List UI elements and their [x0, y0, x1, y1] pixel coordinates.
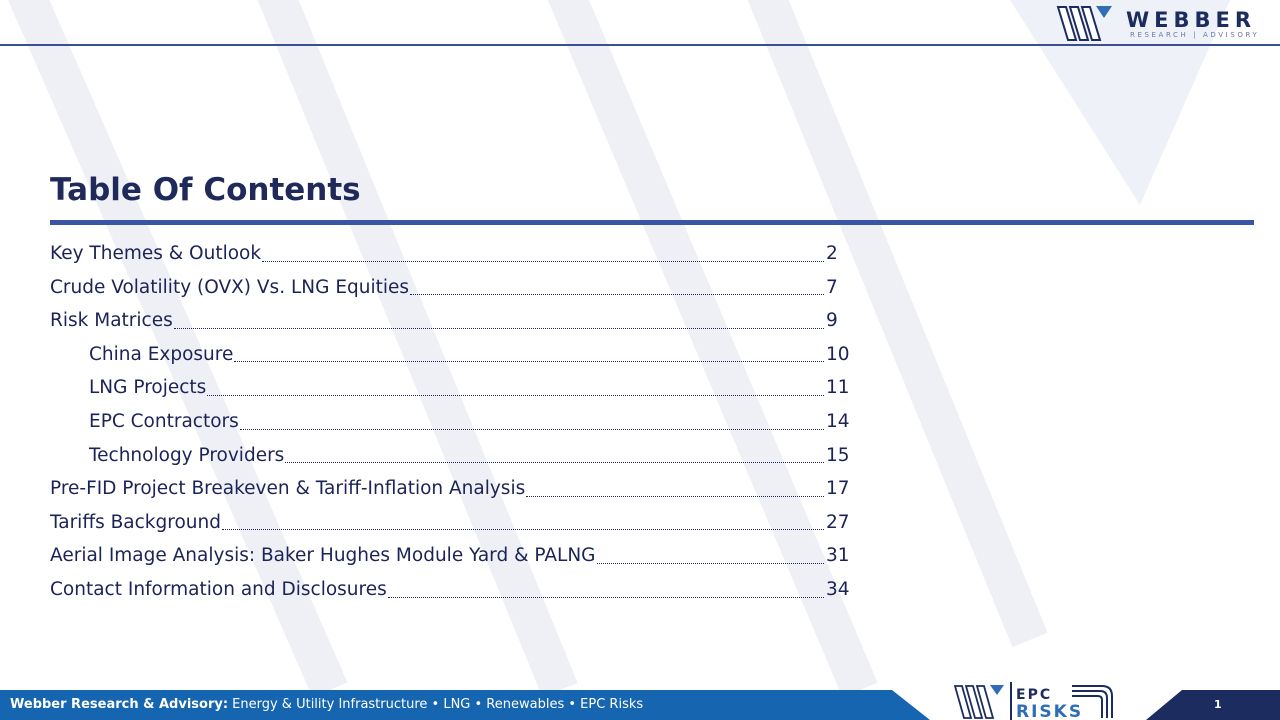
toc-leader [526, 495, 824, 497]
toc-leader [207, 394, 824, 396]
title-rule [50, 220, 1254, 225]
toc-entry-label: Aerial Image Analysis: Baker Hughes Modu… [50, 545, 596, 567]
toc-entry-page: 27 [826, 511, 850, 533]
toc-entry-page: 14 [826, 411, 850, 433]
epc-logo-bottom: RISKS [1016, 702, 1083, 720]
toc-entry-page: 15 [826, 444, 850, 466]
toc-entry-page: 9 [826, 310, 838, 332]
toc-entry[interactable]: Key Themes & Outlook 2 [50, 236, 850, 270]
epc-logo-top: EPC [1016, 687, 1052, 703]
page-number: 1 [1214, 698, 1222, 711]
footer-background [0, 690, 1280, 720]
toc-leader [234, 361, 824, 363]
logo-subtitle: RESEARCH | ADVISORY [1130, 31, 1260, 39]
toc-subentry[interactable]: Technology Providers 15 [50, 438, 850, 472]
webber-w-icon [1056, 6, 1112, 41]
toc-entry-label: China Exposure [89, 343, 234, 365]
toc-entry-label: Contact Information and Disclosures [50, 579, 387, 601]
footer-tagline-text: Energy & Utility Infrastructure • LNG • … [228, 697, 644, 712]
toc-entry[interactable]: Risk Matrices 9 [50, 303, 850, 337]
toc-leader [173, 327, 824, 329]
footer-brand: Webber Research & Advisory: [10, 697, 229, 712]
toc-subentry[interactable]: LNG Projects 11 [50, 370, 850, 404]
toc-entry-page: 34 [826, 579, 850, 601]
toc-entry-label: LNG Projects [89, 377, 207, 399]
toc-entry-page: 2 [826, 243, 838, 265]
toc-entry-page: 11 [826, 377, 850, 399]
toc-leader [285, 462, 824, 464]
toc-entry-label: Risk Matrices [50, 310, 173, 332]
toc-entry-page: 31 [826, 545, 850, 567]
webber-w-icon [953, 685, 1004, 719]
toc-entry[interactable]: Aerial Image Analysis: Baker Hughes Modu… [50, 538, 850, 572]
toc-subentry[interactable]: EPC Contractors 14 [50, 404, 850, 438]
footer-bar: Webber Research & Advisory: Energy & Uti… [0, 682, 1280, 720]
footer-tagline: Webber Research & Advisory: Energy & Uti… [10, 697, 643, 712]
epc-lines-icon [1072, 685, 1113, 718]
toc-entry-page: 10 [826, 343, 850, 365]
toc-entry[interactable]: Pre-FID Project Breakeven & Tariff-Infla… [50, 471, 850, 505]
toc-leader [221, 529, 824, 531]
toc-entry[interactable]: Tariffs Background 27 [50, 505, 850, 539]
epc-risks-logo: EPC RISKS [953, 682, 1113, 720]
toc-leader [596, 562, 824, 564]
toc-entry-page: 17 [826, 478, 850, 500]
toc-entry[interactable]: Contact Information and Disclosures 34 [50, 572, 850, 606]
toc-leader [387, 596, 824, 598]
webber-logo: WEBBER RESEARCH | ADVISORY [1054, 4, 1274, 44]
toc-list: Key Themes & Outlook 2 Crude Volatility … [50, 236, 850, 606]
toc-subentry[interactable]: China Exposure 10 [50, 337, 850, 371]
toc-entry-label: Technology Providers [89, 444, 285, 466]
toc-entry[interactable]: Crude Volatility (OVX) Vs. LNG Equities … [50, 270, 850, 304]
toc-leader [262, 260, 824, 262]
header-rule [0, 44, 1280, 46]
logo-wordmark: WEBBER [1126, 8, 1257, 32]
toc-entry-label: Tariffs Background [50, 511, 221, 533]
toc-entry-page: 7 [826, 276, 838, 298]
toc-entry-label: Pre-FID Project Breakeven & Tariff-Infla… [50, 478, 526, 500]
toc-entry-label: EPC Contractors [89, 411, 239, 433]
toc-entry-label: Key Themes & Outlook [50, 243, 262, 265]
toc-entry-label: Crude Volatility (OVX) Vs. LNG Equities [50, 276, 410, 298]
toc-leader [410, 294, 824, 296]
toc-leader [239, 428, 824, 430]
page-title: Table Of Contents [50, 172, 361, 208]
